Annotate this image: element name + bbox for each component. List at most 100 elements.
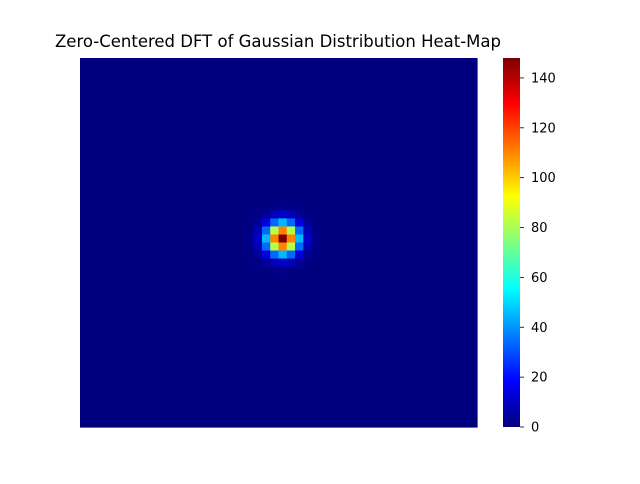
heatmap-cell <box>204 354 213 364</box>
heatmap-cell <box>96 130 106 139</box>
heatmap-cell <box>104 298 114 308</box>
heatmap-cell <box>261 122 271 131</box>
heatmap-cell <box>369 354 379 364</box>
heatmap-cell <box>204 346 213 356</box>
heatmap-cell <box>96 338 106 348</box>
heatmap-cell <box>369 114 379 123</box>
heatmap-cell <box>104 106 114 115</box>
heatmap-cell <box>352 370 362 380</box>
heatmap-cell <box>162 386 172 396</box>
heatmap-cell <box>361 306 371 316</box>
heatmap-cell <box>435 346 445 356</box>
heatmap-cell <box>270 242 280 252</box>
heatmap-cell <box>80 258 89 268</box>
heatmap-cell <box>419 250 428 260</box>
heatmap-cell <box>187 394 197 404</box>
heatmap-cell <box>137 66 147 75</box>
heatmap-cell <box>220 82 230 91</box>
heatmap-cell <box>295 114 304 123</box>
heatmap-cell <box>336 82 346 91</box>
heatmap-cell <box>129 378 139 388</box>
heatmap-cell <box>228 114 238 123</box>
heatmap-cell <box>113 122 122 131</box>
heatmap-cell <box>113 234 122 244</box>
heatmap-cell <box>336 58 346 67</box>
heatmap-cell <box>319 234 329 244</box>
heatmap-cell <box>237 330 247 340</box>
heatmap-cell <box>468 370 478 380</box>
heatmap-cell <box>303 226 313 236</box>
heatmap-cell <box>253 378 263 388</box>
heatmap-cell <box>96 314 106 324</box>
heatmap-cell <box>311 138 321 147</box>
heatmap-cell <box>96 386 106 396</box>
heatmap-cell <box>460 386 470 396</box>
heatmap-cell <box>162 250 172 260</box>
heatmap-cell <box>319 178 329 187</box>
heatmap-cell <box>154 298 164 308</box>
heatmap-cell <box>377 82 387 91</box>
heatmap-cell <box>80 298 89 308</box>
heatmap-cell <box>460 154 470 163</box>
heatmap-cell <box>195 362 205 372</box>
heatmap-cell <box>361 194 371 203</box>
heatmap-cell <box>195 186 205 195</box>
heatmap-cell <box>468 338 478 348</box>
heatmap-cell <box>154 58 164 67</box>
heatmap-cell <box>278 162 288 171</box>
heatmap-cell <box>303 362 313 372</box>
heatmap-cell <box>253 274 263 284</box>
heatmap-cell <box>146 114 156 123</box>
heatmap-cell <box>278 218 288 228</box>
heatmap-cell <box>187 370 197 380</box>
heatmap-cell <box>253 402 263 412</box>
heatmap-cell <box>137 234 147 244</box>
heatmap-cell <box>410 314 420 324</box>
heatmap-cell <box>162 106 172 115</box>
heatmap-cell <box>427 186 437 195</box>
heatmap-cell <box>319 346 329 356</box>
heatmap-cell <box>96 250 106 260</box>
heatmap-cell <box>344 210 354 220</box>
heatmap-cell <box>377 266 387 276</box>
heatmap-cell <box>410 266 420 276</box>
heatmap-cell <box>361 130 371 139</box>
heatmap-cell <box>311 154 321 163</box>
heatmap-cell <box>295 74 304 83</box>
heatmap-cell <box>311 322 321 332</box>
heatmap-cell <box>245 394 255 404</box>
heatmap-cell <box>228 314 238 324</box>
heatmap-cell <box>336 290 346 300</box>
heatmap-cell <box>295 130 304 139</box>
heatmap-cell <box>394 258 404 268</box>
heatmap-cell <box>295 386 304 396</box>
heatmap-cell <box>253 122 263 131</box>
heatmap-cell <box>452 378 462 388</box>
heatmap-cell <box>468 98 478 107</box>
heatmap-cell <box>427 298 437 308</box>
heatmap-cell <box>402 226 412 236</box>
heatmap-cell <box>195 402 205 412</box>
heatmap-cell <box>427 370 437 380</box>
heatmap-cell <box>361 394 371 404</box>
heatmap-cell <box>195 234 205 244</box>
heatmap-cell <box>295 226 304 236</box>
heatmap-cell <box>237 162 247 171</box>
heatmap-cell <box>427 98 437 107</box>
heatmap-cell <box>179 154 189 163</box>
heatmap-cell <box>410 386 420 396</box>
heatmap-cell <box>146 354 156 364</box>
heatmap-cell <box>146 362 156 372</box>
heatmap-cell <box>261 202 271 212</box>
heatmap-cell <box>311 346 321 356</box>
heatmap-cell <box>121 58 131 67</box>
heatmap-cell <box>369 330 379 340</box>
heatmap-cell <box>344 282 354 292</box>
heatmap-cell <box>427 82 437 91</box>
heatmap-cell <box>319 330 329 340</box>
heatmap-cell <box>468 194 478 203</box>
heatmap-cell <box>261 226 271 236</box>
heatmap-cell <box>261 250 271 260</box>
heatmap-cell <box>311 106 321 115</box>
